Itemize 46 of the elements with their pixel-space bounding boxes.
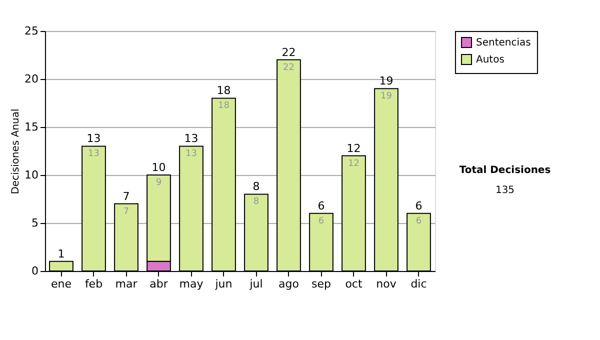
x-tick-label: feb: [84, 278, 103, 290]
data-label: 13: [186, 149, 197, 160]
y-tick-label: 15: [24, 120, 38, 134]
legend-label: Autos: [476, 54, 504, 66]
total-label: 6: [415, 199, 422, 212]
data-label: 9: [156, 178, 162, 188]
data-label: 6: [416, 216, 422, 226]
data-label: 22: [283, 62, 294, 73]
data-label: 19: [380, 92, 392, 102]
x-tick-label: abr: [150, 278, 168, 290]
total-label: 6: [318, 199, 325, 212]
x-tick-label: nov: [376, 278, 397, 290]
y-axis-title: Decisiones Anual: [10, 108, 22, 194]
x-tick-label: jul: [248, 278, 263, 290]
data-label: 18: [218, 101, 230, 112]
total-label: 7: [122, 190, 130, 203]
data-label: 12: [348, 158, 360, 169]
total-label: 19: [379, 74, 394, 88]
total-label: 10: [152, 161, 166, 174]
x-tick-label: dic: [410, 278, 427, 290]
text: Total Decisiones: [459, 165, 551, 176]
total-label: 18: [216, 84, 231, 98]
total-label: 1: [58, 247, 65, 260]
y-tick-label: 5: [32, 216, 38, 230]
x-tick-label: ago: [278, 278, 300, 290]
x-tick-label: ene: [50, 278, 72, 290]
data-label: 7: [123, 206, 130, 217]
x-tick-label: mar: [115, 278, 138, 290]
legend-label: Sentencias: [476, 38, 531, 48]
y-tick-label: 10: [24, 168, 38, 182]
total-label: 8: [252, 180, 260, 194]
total-label: 12: [346, 142, 361, 155]
x-tick-label: may: [179, 278, 204, 290]
text: 135: [495, 185, 515, 196]
y-tick-label: 0: [32, 264, 38, 278]
y-tick-label: 20: [24, 72, 38, 86]
x-tick-label: sep: [312, 278, 332, 290]
x-tick-label: jun: [214, 278, 232, 290]
data-label: 8: [253, 197, 260, 208]
total-label: 13: [184, 132, 198, 146]
y-tick-label: 25: [24, 24, 38, 38]
data-label: 6: [318, 216, 324, 226]
x-tick-label: oct: [345, 278, 363, 290]
data-label: 13: [88, 149, 100, 160]
total-label: 22: [282, 46, 296, 59]
total-label: 13: [86, 132, 101, 146]
